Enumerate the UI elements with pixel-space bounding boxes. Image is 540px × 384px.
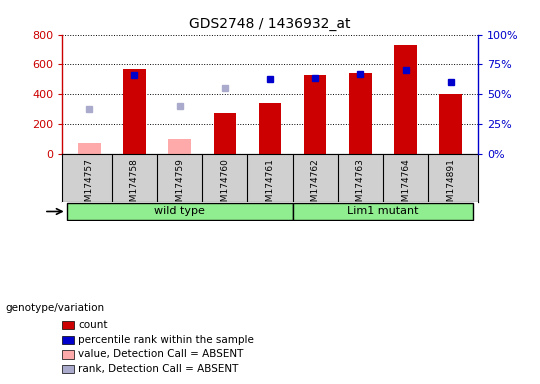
Text: count: count: [78, 320, 108, 330]
Bar: [259, 103, 281, 154]
Bar: [440, 94, 462, 154]
Text: value, Detection Call = ABSENT: value, Detection Call = ABSENT: [78, 349, 244, 359]
Text: percentile rank within the sample: percentile rank within the sample: [78, 335, 254, 345]
Text: rank, Detection Call = ABSENT: rank, Detection Call = ABSENT: [78, 364, 239, 374]
Text: GSM174761: GSM174761: [266, 158, 274, 213]
Bar: [213, 113, 236, 154]
Bar: [168, 139, 191, 154]
Bar: [304, 75, 327, 154]
Bar: [123, 69, 146, 154]
Text: GSM174762: GSM174762: [310, 158, 320, 213]
Text: GSM174759: GSM174759: [175, 158, 184, 213]
Title: GDS2748 / 1436932_at: GDS2748 / 1436932_at: [189, 17, 351, 31]
Bar: [293, 203, 474, 220]
Text: GSM174764: GSM174764: [401, 158, 410, 213]
Bar: [349, 73, 372, 154]
Text: GSM174763: GSM174763: [356, 158, 365, 213]
Bar: [78, 143, 100, 154]
Bar: [394, 45, 417, 154]
Text: GSM174758: GSM174758: [130, 158, 139, 213]
Bar: [66, 203, 293, 220]
Text: genotype/variation: genotype/variation: [5, 303, 105, 313]
Text: GSM174757: GSM174757: [85, 158, 94, 213]
Text: Lim1 mutant: Lim1 mutant: [347, 207, 418, 217]
Text: GSM174891: GSM174891: [446, 158, 455, 213]
Text: GSM174760: GSM174760: [220, 158, 230, 213]
Text: wild type: wild type: [154, 207, 205, 217]
